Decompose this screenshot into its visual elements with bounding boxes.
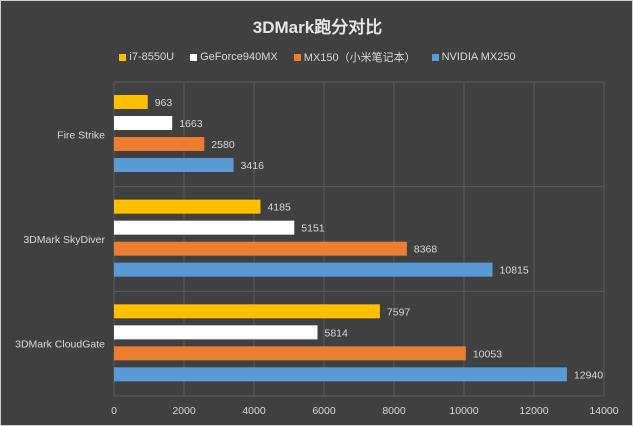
legend-item: GeForce940MX (190, 49, 278, 65)
data-label: 963 (155, 97, 173, 109)
bar (114, 367, 567, 382)
bar (114, 137, 205, 151)
bar (114, 325, 318, 340)
legend-swatch (119, 53, 127, 61)
bar (114, 116, 173, 130)
data-label: 8368 (414, 244, 438, 256)
data-label: 5151 (301, 223, 325, 235)
legend-label: MX150（小米笔记本） (303, 52, 416, 64)
legend-item: i7-8550U (119, 49, 174, 65)
category-label: 3DMark SkyDiver (23, 234, 105, 246)
legend-item: MX150（小米笔记本） (293, 49, 416, 65)
category-label: Fire Strike (57, 129, 105, 141)
data-label: 12940 (574, 369, 603, 381)
x-tick-label: 4000 (242, 405, 266, 417)
x-tick-label: 8000 (382, 405, 406, 417)
x-tick-label: 14000 (589, 405, 618, 417)
data-label: 2580 (211, 139, 235, 151)
bar (114, 220, 295, 235)
category-label: 3DMark CloudGate (15, 339, 105, 351)
legend: i7-8550U GeForce940MX MX150（小米笔记本） NVIDIA M… (1, 49, 632, 65)
legend-label: i7-8550U (129, 51, 175, 63)
bar (114, 262, 493, 277)
bar (114, 199, 261, 214)
x-tick-label: 10000 (449, 405, 478, 417)
data-label: 4185 (267, 202, 291, 214)
legend-label: GeForce940MX (200, 51, 278, 63)
bar (114, 346, 466, 361)
data-label: 7597 (387, 306, 411, 318)
bar (114, 158, 234, 172)
legend-swatch (431, 53, 439, 61)
legend-label: NVIDIA MX250 (441, 51, 516, 63)
bar (114, 95, 148, 109)
legend-swatch (190, 53, 198, 61)
x-tick-label: 2000 (172, 405, 196, 417)
data-label: 1663 (179, 118, 203, 130)
x-tick-label: 0 (111, 405, 117, 417)
data-label: 10815 (500, 265, 529, 277)
x-tick-label: 6000 (312, 405, 336, 417)
x-tick-label: 12000 (519, 405, 548, 417)
data-label: 5814 (324, 327, 348, 339)
legend-item: NVIDIA MX250 (431, 49, 516, 65)
bar (114, 304, 380, 319)
bar (114, 241, 407, 256)
data-label: 10053 (473, 348, 502, 360)
data-label: 3416 (241, 160, 265, 172)
chart-title: 3DMark跑分对比 (252, 18, 383, 37)
legend-swatch (293, 53, 301, 61)
